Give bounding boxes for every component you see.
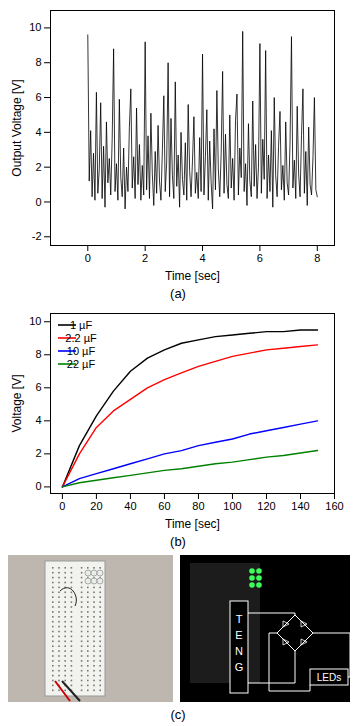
svg-text:2.2 µF: 2.2 µF [65, 332, 97, 344]
svg-text:8: 8 [314, 252, 320, 264]
svg-text:2: 2 [142, 252, 148, 264]
svg-text:100: 100 [223, 500, 241, 512]
svg-text:-2: -2 [32, 230, 42, 242]
svg-text:Time [sec]: Time [sec] [165, 269, 220, 283]
svg-text:T: T [236, 613, 243, 625]
html-text:(c): (c) [170, 707, 186, 722]
svg-text:Voltage [V]: Voltage [V] [10, 374, 24, 432]
svg-text:0: 0 [35, 480, 41, 492]
svg-text:0: 0 [59, 500, 65, 512]
html-text:(a): (a) [170, 286, 186, 301]
svg-text:120: 120 [257, 500, 275, 512]
svg-text:4: 4 [199, 252, 205, 264]
svg-text:1 µF: 1 µF [70, 319, 93, 331]
svg-text:140: 140 [291, 500, 309, 512]
svg-text:Output Voltage [V]: Output Voltage [V] [10, 79, 24, 176]
svg-text:G: G [235, 661, 244, 673]
svg-text:10 µF: 10 µF [67, 345, 96, 357]
svg-text:2: 2 [35, 161, 41, 173]
svg-text:22 µF: 22 µF [67, 358, 96, 370]
svg-text:8: 8 [35, 348, 41, 360]
svg-text:4: 4 [35, 126, 41, 138]
svg-text:160: 160 [325, 500, 343, 512]
svg-text:4: 4 [35, 414, 41, 426]
svg-text:6: 6 [35, 91, 41, 103]
svg-text:10: 10 [29, 21, 41, 33]
svg-text:6: 6 [257, 252, 263, 264]
svg-text:E: E [235, 629, 242, 641]
html-text:(b): (b) [170, 534, 186, 549]
svg-text:2: 2 [35, 447, 41, 459]
svg-text:6: 6 [35, 381, 41, 393]
svg-text:LEDs: LEDs [317, 672, 341, 683]
svg-text:80: 80 [192, 500, 204, 512]
svg-text:20: 20 [90, 500, 102, 512]
svg-text:40: 40 [124, 500, 136, 512]
svg-text:60: 60 [158, 500, 170, 512]
svg-text:10: 10 [29, 315, 41, 327]
svg-text:N: N [235, 645, 243, 657]
svg-text:0: 0 [85, 252, 91, 264]
svg-text:Time [sec]: Time [sec] [165, 517, 220, 531]
svg-text:8: 8 [35, 56, 41, 68]
svg-text:0: 0 [35, 196, 41, 208]
